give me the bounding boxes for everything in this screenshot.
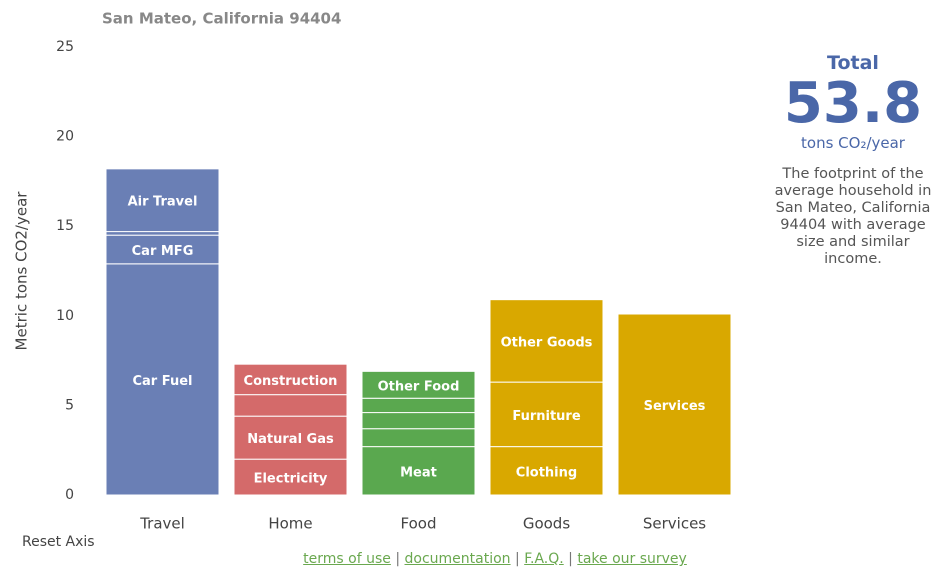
bar-segment	[361, 397, 476, 414]
segment-label: Clothing	[516, 465, 577, 480]
bar-segment	[233, 458, 348, 496]
bar-segment	[489, 299, 604, 383]
bar-segment	[233, 415, 348, 460]
segment-label: Other Food	[378, 379, 460, 394]
segment-label: Air Travel	[128, 195, 198, 210]
link[interactable]: take our survey	[577, 551, 687, 567]
total-heading: Total	[827, 52, 879, 74]
y-tick-label: 15	[56, 218, 74, 234]
segment-label: Natural Gas	[247, 432, 334, 447]
link[interactable]: terms of use	[303, 551, 391, 567]
y-tick-label: 20	[56, 129, 74, 145]
bar-segment	[489, 381, 604, 448]
bar-segment	[233, 363, 348, 396]
bar-segment	[489, 446, 604, 496]
segment-label: Car Fuel	[132, 374, 192, 389]
bar-segment	[105, 263, 220, 496]
segment-label: Services	[644, 399, 706, 414]
y-tick-label: 5	[65, 397, 74, 413]
total-value: 53.8	[783, 71, 923, 136]
y-tick-label: 10	[56, 308, 74, 324]
reset-axis[interactable]: Reset Axis	[22, 534, 95, 550]
bar-segment	[361, 428, 476, 448]
segment-label: Electricity	[254, 472, 328, 487]
segment-label: Car MFG	[132, 244, 194, 259]
chart-title: San Mateo, California 94404	[102, 10, 341, 28]
segment-label: Furniture	[512, 409, 580, 424]
y-axis-label: Metric tons CO2/year	[13, 191, 31, 351]
x-tick-label: Goods	[523, 515, 570, 533]
footer-links: terms of use | documentation | F.A.Q. | …	[303, 551, 687, 567]
bar-segment	[105, 231, 220, 236]
segment-label: Construction	[244, 374, 338, 389]
segment-label: Other Goods	[501, 335, 593, 350]
x-tick-label: Travel	[139, 515, 185, 533]
bar-segment	[105, 168, 220, 233]
total-unit: tons CO₂/year	[801, 134, 905, 152]
x-tick-label: Services	[643, 515, 706, 533]
x-tick-label: Home	[268, 515, 312, 533]
total-panel: Total 53.8 tons CO₂/year The footprint o…	[770, 52, 936, 268]
bar-segment	[361, 370, 476, 399]
link[interactable]: F.A.Q.	[524, 551, 564, 567]
link[interactable]: documentation	[404, 551, 511, 567]
bar-segment	[361, 412, 476, 430]
bar-segment	[617, 313, 732, 496]
bar-segment	[233, 394, 348, 417]
segment-label: Meat	[400, 465, 437, 480]
y-tick-label: 25	[56, 39, 74, 55]
y-tick-label: 0	[65, 487, 74, 503]
bar-segment	[105, 234, 220, 265]
x-tick-label: Food	[401, 515, 437, 533]
total-description: The footprint of the average household i…	[774, 166, 932, 267]
